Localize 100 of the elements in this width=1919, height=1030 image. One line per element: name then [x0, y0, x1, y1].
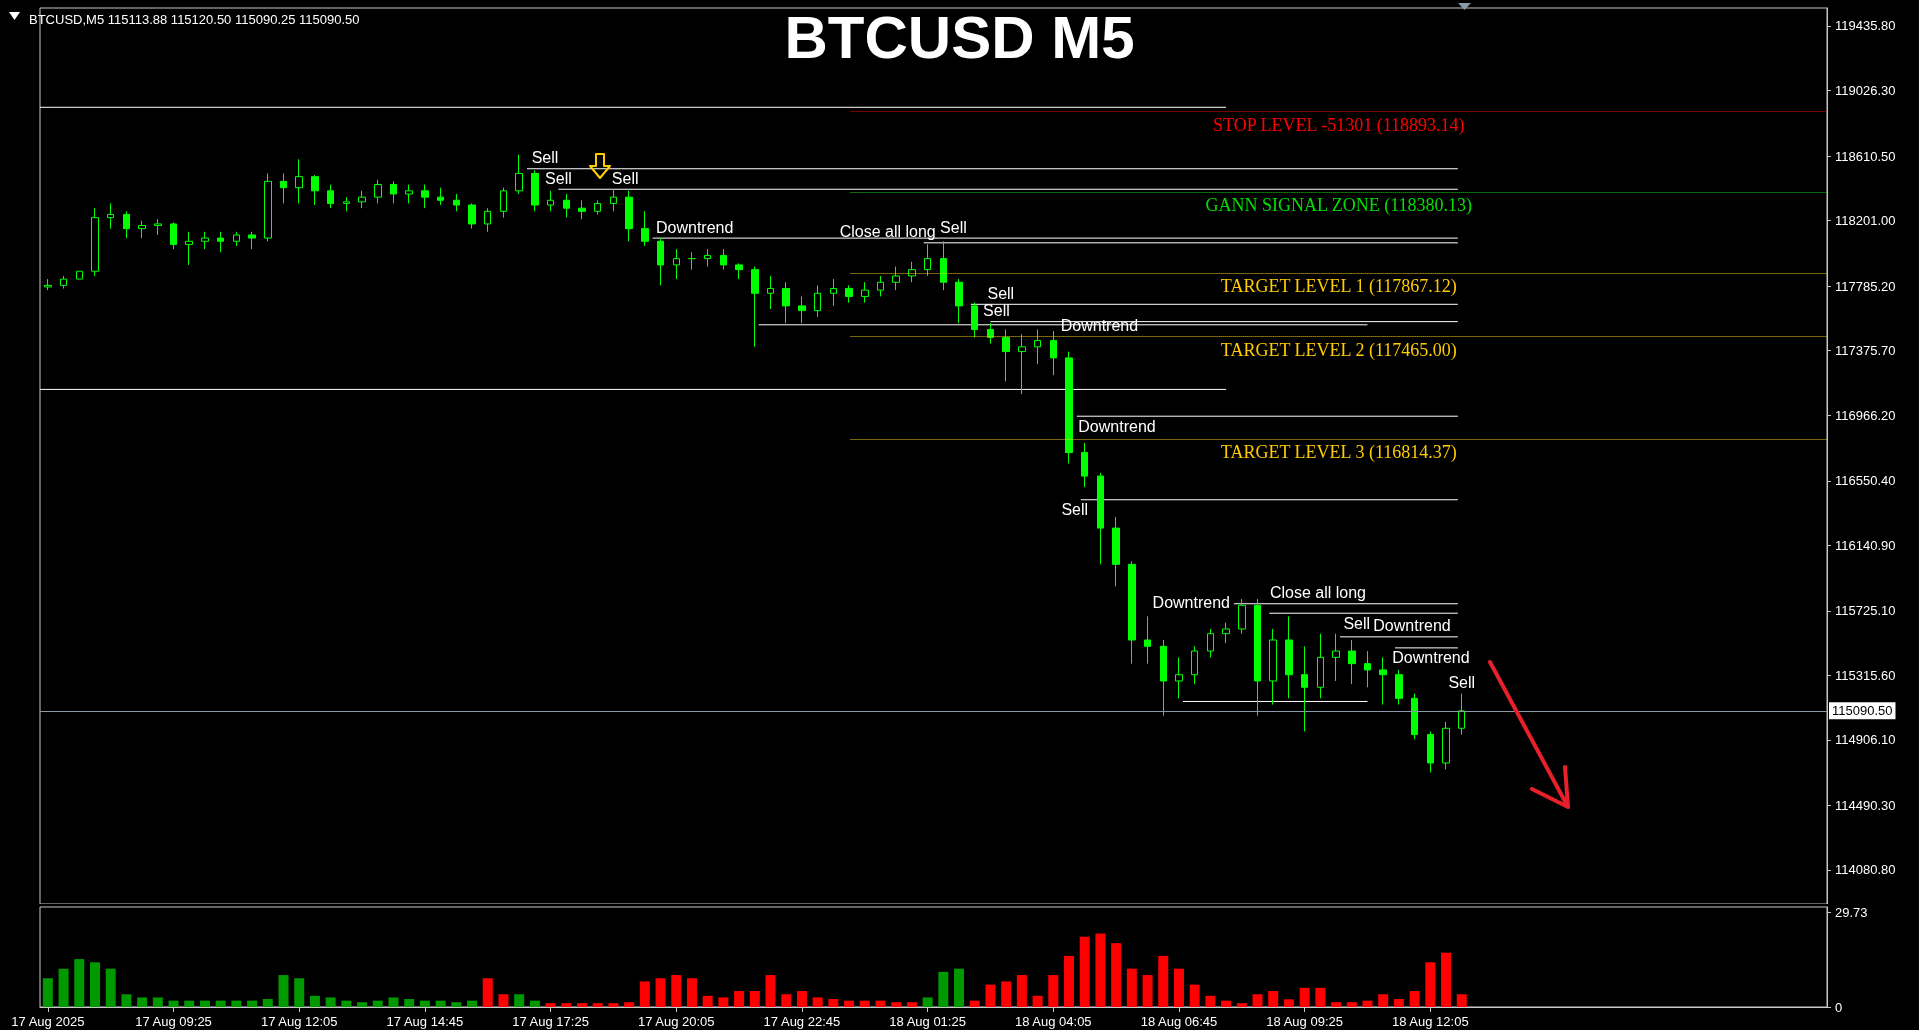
bar: [985, 984, 996, 1007]
bar: [954, 968, 965, 1007]
annotation: Close all long: [1269, 584, 1366, 602]
bar: [844, 1000, 855, 1007]
candlestick: [908, 261, 916, 283]
bar: [1236, 1003, 1247, 1007]
candlestick: [877, 275, 884, 297]
bar: [341, 1000, 352, 1007]
bar: [278, 975, 289, 1007]
candlestick: [311, 174, 319, 206]
bar: [781, 994, 792, 1007]
bar: [1378, 994, 1389, 1007]
candlestick: [1285, 615, 1293, 699]
candlestick: [295, 158, 303, 204]
bar: [639, 981, 650, 1007]
bar: [875, 1000, 886, 1007]
bar: [1095, 933, 1106, 1007]
bar: [184, 1000, 195, 1007]
bar: [294, 978, 305, 1007]
x-tick-label: 18 Aug 01:25: [889, 1014, 966, 1029]
x-tick-label: 18 Aug 06:45: [1140, 1014, 1218, 1029]
annotation: Sell: [983, 302, 1010, 320]
candlestick: [1364, 650, 1371, 688]
bar: [529, 1000, 540, 1007]
bar: [734, 991, 745, 1007]
bar: [1016, 975, 1027, 1007]
candlestick: [248, 231, 256, 250]
bar: [372, 1000, 383, 1007]
annotation: Sell: [545, 169, 572, 187]
y-tick-label: 0: [1835, 999, 1843, 1015]
bar: [1205, 995, 1216, 1007]
candlestick: [861, 281, 869, 304]
x-tick-label: 17 Aug 09:25: [135, 1014, 212, 1029]
bar: [1079, 936, 1090, 1007]
candlestick: [1144, 615, 1151, 665]
bar: [467, 1000, 478, 1007]
bar: [718, 997, 729, 1007]
candlestick: [201, 231, 209, 250]
y-tick-label: 29.73: [1835, 904, 1868, 920]
bar: [1393, 999, 1404, 1007]
chart-subtitle: BTCUSD,M5 115113.88 115120.50 115090.25 115090.50: [29, 12, 360, 27]
candlestick: [233, 231, 240, 247]
candlestick: [1317, 633, 1324, 699]
candlestick: [170, 221, 177, 250]
bar: [419, 1000, 430, 1007]
candlestick: [44, 278, 52, 291]
x-tick-label: 17 Aug 12:05: [260, 1014, 338, 1029]
bar: [1111, 943, 1122, 1007]
bar: [1048, 975, 1059, 1007]
candlestick: [625, 190, 633, 242]
bar: [1409, 991, 1420, 1007]
bar: [938, 971, 949, 1007]
candlestick: [1332, 633, 1340, 682]
candlestick: [1112, 516, 1120, 587]
bar: [922, 997, 933, 1007]
candlestick: [735, 262, 743, 280]
candlestick: [798, 295, 806, 324]
candlestick: [500, 187, 507, 219]
annotation: Sell: [1448, 674, 1476, 692]
candlestick: [940, 240, 947, 291]
bar: [137, 997, 148, 1007]
candlestick: [1301, 645, 1308, 732]
bar: [1456, 994, 1467, 1007]
y-tick-label: 117375.70: [1835, 343, 1896, 359]
candlestick: [704, 248, 711, 267]
candlestick: [892, 265, 900, 291]
annotation: Downtrend: [1392, 649, 1470, 667]
candlestick: [688, 251, 696, 271]
candlestick: [138, 220, 146, 239]
bar: [435, 1000, 446, 1007]
annotation: Downtrend: [1078, 417, 1156, 435]
bar: [247, 1000, 258, 1007]
y-tick-label: 119435.80: [1835, 18, 1896, 34]
bar: [671, 975, 682, 1007]
bar: [451, 1002, 462, 1007]
bar: [498, 994, 509, 1007]
annotation: Sell: [1343, 614, 1371, 632]
candlestick: [531, 169, 539, 212]
annotation: Sell: [611, 169, 639, 187]
candlestick: [1034, 329, 1041, 365]
bar: [58, 968, 69, 1007]
ref-line-label: GANN SIGNAL ZONE (118380.13): [1205, 195, 1473, 217]
candlestick: [343, 196, 350, 212]
candlestick: [1348, 639, 1356, 685]
bar: [655, 978, 666, 1007]
bar: [309, 995, 320, 1007]
candlestick: [437, 187, 444, 206]
y-tick-label: 119026.30: [1835, 83, 1896, 99]
bar: [906, 1002, 917, 1007]
candlestick: [720, 248, 727, 271]
candlestick: [1128, 560, 1136, 665]
candlestick: [484, 207, 491, 233]
bar: [1268, 991, 1279, 1007]
x-tick-label: 17 Aug 20:05: [637, 1014, 715, 1029]
annotation: Downtrend: [1152, 593, 1230, 611]
candlestick: [1238, 598, 1246, 635]
bar: [765, 975, 776, 1007]
bar: [1252, 994, 1263, 1007]
bar: [1158, 955, 1169, 1007]
candlestick: [1018, 333, 1026, 395]
